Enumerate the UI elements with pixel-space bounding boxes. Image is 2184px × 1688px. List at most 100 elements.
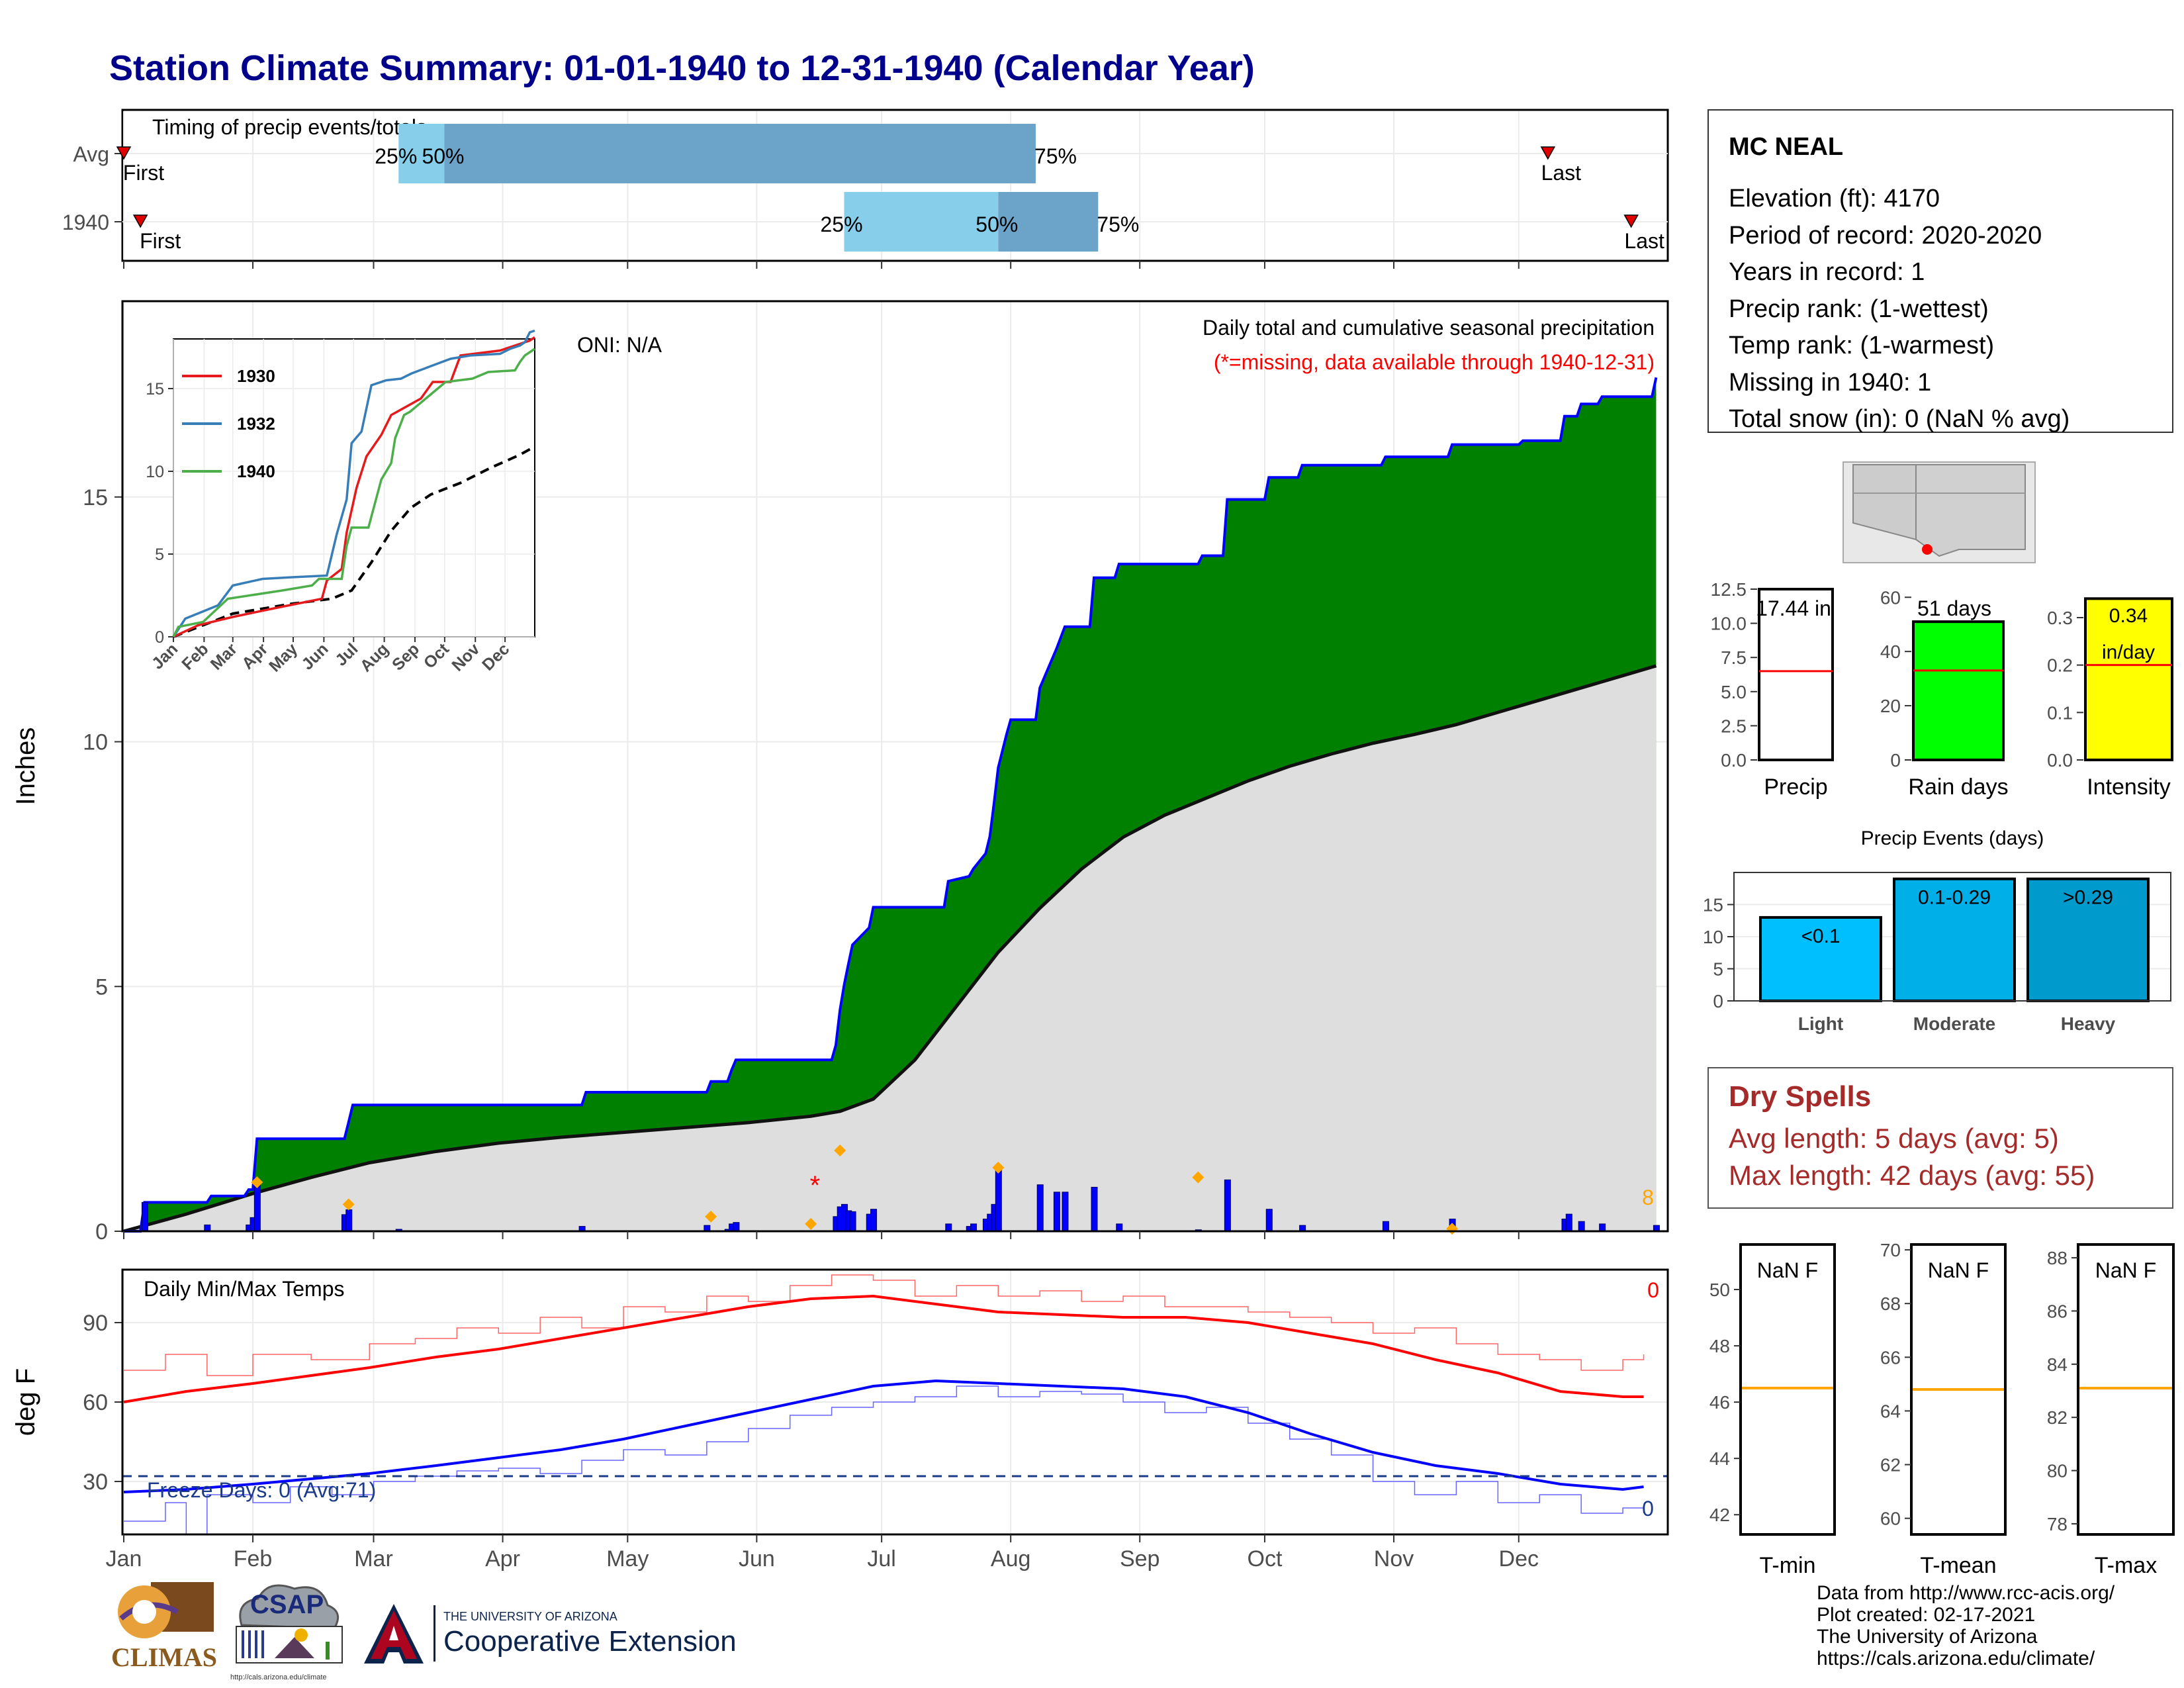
precip-y-axis-label: Inches xyxy=(11,727,40,806)
precip-y-tick-label: 10 xyxy=(83,730,108,755)
total-bar xyxy=(1912,620,2005,762)
temps-y-tick-label: 60 xyxy=(83,1390,108,1415)
temp-summary-y-tick-label: 84 xyxy=(2047,1354,2068,1375)
temp-summary-y-tick-label: 82 xyxy=(2047,1407,2068,1428)
events-title: Precip Events (days) xyxy=(1861,827,2044,849)
csap-url: http://cals.arizona.edu/climate xyxy=(230,1673,327,1681)
intensity-units: in/day xyxy=(2102,641,2155,663)
orange-diamond-marker xyxy=(342,1198,355,1211)
station-name: MC NEAL xyxy=(1729,133,1844,161)
timing-first-label: First xyxy=(123,161,164,185)
event-category-label: Heavy xyxy=(2061,1013,2116,1034)
daily-precip-bar xyxy=(1382,1221,1389,1232)
temps-x-tick-label: Sep xyxy=(1120,1546,1160,1571)
temp-summary-y-tick-label: 60 xyxy=(1880,1509,1901,1529)
timing-q50-label: 50% xyxy=(976,212,1018,236)
inset-series-line xyxy=(173,336,535,638)
daily-precip-bar xyxy=(1091,1186,1098,1232)
event-category-label: Moderate xyxy=(1913,1013,1995,1034)
station-years: Years in record: 1 xyxy=(1729,258,1925,286)
timing-first-label: First xyxy=(140,229,181,253)
observed-min-temp-line xyxy=(124,1385,1645,1535)
daily-precip-bar xyxy=(1053,1192,1060,1232)
credit-data-source: Data from http://www.rcc-acis.org/ xyxy=(1817,1582,2115,1604)
dry-spells-max: Max length: 42 days (avg: 55) xyxy=(1729,1160,2095,1191)
timing-bar-q25-q50 xyxy=(398,124,445,183)
first-event-marker xyxy=(116,146,132,160)
temps-x-tick-label: Feb xyxy=(234,1546,273,1571)
total-y-tick-label: 12.5 xyxy=(1711,579,1747,600)
orange-diamond-marker xyxy=(992,1161,1005,1174)
timing-q25-label: 25% xyxy=(820,212,862,236)
timing-row-label: Avg xyxy=(73,142,109,166)
total-y-tick-label: 60 xyxy=(1880,587,1901,608)
avg-min-temp-line xyxy=(123,1379,1644,1493)
max-temp-count-label: 0 xyxy=(1647,1278,1659,1302)
temp-summary-y-tick-label: 88 xyxy=(2047,1248,2068,1268)
precip-panel: 0 5 10 15 Inches * Daily total and cumulative … xyxy=(11,300,1669,1244)
daily-precip-bar xyxy=(1224,1179,1231,1232)
daily-precip-bar xyxy=(1578,1221,1585,1232)
credit-plot-created: Plot created: 02-17-2021 xyxy=(1817,1604,2036,1626)
observed-max-temp-line xyxy=(124,1274,1645,1376)
temp-summary-y-tick-label: 68 xyxy=(1880,1293,1901,1314)
temps-title: Daily Min/Max Temps xyxy=(144,1277,344,1301)
last-event-marker xyxy=(1623,214,1639,228)
orange-diamond-marker xyxy=(834,1144,846,1156)
precip-y-tick-label: 15 xyxy=(83,485,108,510)
climas-logo-icon xyxy=(118,1582,214,1638)
orange-diamond-marker xyxy=(805,1217,817,1230)
events-y-tick-label: 15 xyxy=(1703,895,1723,915)
total-y-tick-label: 0.1 xyxy=(2047,702,2073,723)
inset-y-tick-label: 10 xyxy=(146,463,164,481)
total-panel-label: Precip xyxy=(1764,774,1827,800)
total-y-tick-label: 0.2 xyxy=(2047,655,2073,676)
first-event-marker xyxy=(132,214,148,228)
daily-precip-bar xyxy=(1565,1213,1572,1232)
temp-summary-frame xyxy=(2077,1243,2175,1536)
average-cumulative-line xyxy=(123,664,1657,1233)
inset-y-tick-label: 0 xyxy=(155,628,164,647)
daily-precip-bar xyxy=(1265,1209,1273,1232)
snow-count-label: 8 xyxy=(1642,1186,1654,1209)
temps-y-tick-label: 90 xyxy=(83,1311,108,1336)
temp-summary-y-tick-label: 44 xyxy=(1709,1448,1730,1469)
timing-q50-label: 50% xyxy=(422,144,464,168)
daily-precip-bar xyxy=(1036,1184,1044,1232)
station-precip-rank: Precip rank: (1-wettest) xyxy=(1729,295,1989,323)
rain-days-value: 51 days xyxy=(1917,596,1991,620)
daily-precip-bar xyxy=(733,1222,740,1232)
inset-legend-label: 1940 xyxy=(237,461,275,481)
precip-annotation-missing: (*=missing, data available through 1940-… xyxy=(1214,350,1655,374)
last-event-marker xyxy=(1540,146,1556,160)
missing-data-marker: * xyxy=(810,1171,821,1200)
total-y-tick-label: 0.3 xyxy=(2047,608,2073,628)
timing-q75-label: 75% xyxy=(1097,212,1139,236)
freeze-days-label: Freeze Days: 0 (Avg:71) xyxy=(147,1478,376,1502)
precip-frame xyxy=(121,300,1669,1233)
timing-bar-q50-q75 xyxy=(444,124,1036,183)
event-bar xyxy=(1759,915,1882,1003)
timing-q75-label: 75% xyxy=(1034,144,1077,168)
university-a-logo-icon xyxy=(364,1604,424,1664)
temp-summary-y-tick-label: 42 xyxy=(1709,1505,1730,1525)
temp-summary-value: NaN F xyxy=(1928,1258,1989,1282)
temps-panel: 30 60 90 deg F Daily Min/Max Temps Freeze Day… xyxy=(11,1268,1669,1571)
events-y-tick-label: 10 xyxy=(1703,927,1723,947)
daily-precip-bar xyxy=(995,1167,1002,1232)
station-temp-rank: Temp rank: (1-warmest) xyxy=(1729,332,1995,359)
temp-summary-y-tick-label: 66 xyxy=(1880,1347,1901,1368)
timing-q25-label: 25% xyxy=(375,144,417,168)
total-y-tick-label: 0.0 xyxy=(2047,750,2073,771)
total-y-tick-label: 40 xyxy=(1880,641,1901,662)
temps-y-axis-label: deg F xyxy=(11,1368,40,1436)
temp-summary-panels: 42 44 46 48 50 NaN F T-min 60 62 64 66 68 70 NaN F T-m… xyxy=(1709,1240,2175,1578)
temps-x-tick-label: Jun xyxy=(739,1546,775,1571)
ua-logo-big-text: Cooperative Extension xyxy=(443,1625,737,1658)
inset-y-tick-label: 5 xyxy=(155,545,164,564)
events-frame xyxy=(1733,872,2171,1002)
credit-url: https://cals.arizona.edu/climate/ xyxy=(1817,1648,2095,1669)
totals-panels: 0.0 2.5 5.0 7.5 10.0 12.5 Precip 0 20 40 60 Rain da… xyxy=(1711,579,2173,800)
total-y-tick-label: 2.5 xyxy=(1721,716,1747,736)
